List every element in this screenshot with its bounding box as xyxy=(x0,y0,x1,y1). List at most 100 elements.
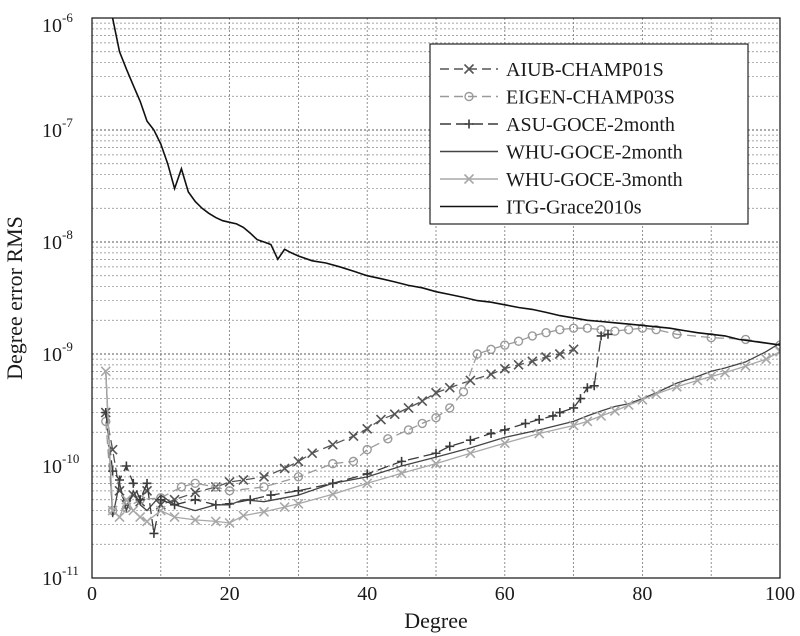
legend-label: EIGEN-CHAMP03S xyxy=(506,87,675,109)
legend-entry: WHU-GOCE-2month xyxy=(440,142,683,164)
y-tick-exponent: -9 xyxy=(62,339,73,354)
data-point-x xyxy=(293,498,304,509)
data-point-x xyxy=(761,354,772,365)
x-tick-label: 20 xyxy=(220,583,240,605)
data-point-circle xyxy=(417,418,427,429)
data-point-x xyxy=(169,511,180,523)
legend-entry: ITG-Grace2010s xyxy=(440,197,642,219)
data-point-plus xyxy=(445,441,455,451)
data-point-plus xyxy=(575,394,585,404)
y-axis-title: Degree error RMS xyxy=(2,216,27,380)
data-point-circle xyxy=(472,349,482,359)
data-point-plus xyxy=(431,448,441,458)
data-point-x xyxy=(465,375,476,386)
data-point-circle xyxy=(211,482,221,492)
x-axis-title: Degree xyxy=(404,608,468,633)
data-point-x xyxy=(389,409,400,420)
data-point-plus xyxy=(101,408,111,418)
legend-entry: AIUB-CHAMP01S xyxy=(440,59,664,81)
data-point-x xyxy=(417,395,428,407)
data-point-circle xyxy=(513,336,524,346)
data-point-plus xyxy=(156,495,166,505)
data-point-x xyxy=(141,516,153,527)
x-tick-label: 80 xyxy=(632,583,652,605)
data-point-plus xyxy=(121,461,131,471)
data-point-plus xyxy=(596,331,606,341)
legend: AIUB-CHAMP01S EIGEN-CHAMP03S ASU-GOCE-2mon… xyxy=(429,43,749,225)
data-point-x xyxy=(651,388,662,399)
data-point-x xyxy=(190,514,201,525)
data-point-circle xyxy=(431,412,441,423)
data-point-circle xyxy=(259,482,269,492)
data-point-circle xyxy=(672,329,682,339)
data-point-x xyxy=(348,431,359,442)
data-point-plus xyxy=(149,528,159,538)
series-line xyxy=(105,342,780,518)
series-itg-grace2010s xyxy=(111,18,780,346)
data-point-circle xyxy=(224,486,235,496)
data-point-circle xyxy=(293,472,304,482)
legend-entry: WHU-GOCE-3month xyxy=(440,169,683,191)
data-point-circle xyxy=(464,91,474,102)
x-tick-label: 100 xyxy=(765,583,795,605)
data-point-x xyxy=(135,511,146,523)
data-point-x xyxy=(279,501,290,513)
data-point-x xyxy=(362,478,373,489)
data-point-plus xyxy=(397,456,407,466)
data-point-circle xyxy=(541,327,551,338)
data-point-x xyxy=(582,416,593,427)
data-point-circle xyxy=(348,456,359,467)
data-point-plus xyxy=(500,425,510,435)
data-point-x xyxy=(141,485,153,496)
data-point-plus xyxy=(569,403,579,413)
data-point-plus xyxy=(534,415,544,425)
data-point-x xyxy=(609,405,620,417)
data-point-x xyxy=(430,458,442,469)
data-point-x xyxy=(568,344,579,355)
data-point-x xyxy=(637,394,648,405)
y-tick-exponent: -6 xyxy=(62,10,73,25)
y-tick-label: 10 -11 xyxy=(42,563,79,590)
data-point-x xyxy=(210,516,221,527)
series-line xyxy=(105,327,780,512)
data-point-x xyxy=(327,439,338,450)
y-tick-exponent: -7 xyxy=(62,115,73,130)
legend-label: WHU-GOCE-2month xyxy=(506,142,683,164)
data-point-circle xyxy=(651,324,661,335)
data-point-x xyxy=(238,510,249,521)
data-point-x xyxy=(465,448,476,459)
data-point-x xyxy=(596,410,607,421)
x-tick-labels: 0 20 40 60 80 100 xyxy=(87,583,795,605)
data-point-plus xyxy=(293,486,303,496)
data-point-x xyxy=(155,505,166,516)
legend-box xyxy=(429,43,749,225)
data-point-x xyxy=(121,494,132,505)
series-line xyxy=(111,18,780,346)
y-tick-base: 10 xyxy=(42,344,62,366)
data-point-x xyxy=(293,456,304,467)
data-point-circle xyxy=(486,344,496,355)
data-point-x xyxy=(706,371,717,382)
data-point-x xyxy=(623,399,634,411)
legend-label: AIUB-CHAMP01S xyxy=(506,59,664,81)
data-point-x xyxy=(499,438,510,449)
y-tick-base: 10 xyxy=(42,15,62,37)
data-point-plus xyxy=(115,475,125,485)
y-tick-label: 10 -10 xyxy=(42,451,79,478)
data-point-x xyxy=(100,366,111,377)
data-point-plus xyxy=(582,383,592,393)
data-point-x xyxy=(774,346,780,357)
legend-label: WHU-GOCE-3month xyxy=(506,169,683,191)
data-point-x xyxy=(692,375,703,386)
data-point-circle xyxy=(328,458,338,469)
data-point-x xyxy=(375,414,387,425)
data-point-plus xyxy=(589,381,599,391)
x-tick-label: 0 xyxy=(87,583,97,605)
data-point-x xyxy=(740,361,751,372)
data-point-circle xyxy=(500,340,510,350)
data-point-x xyxy=(327,489,338,500)
data-point-x xyxy=(190,487,201,498)
data-point-plus xyxy=(266,490,276,500)
data-point-x xyxy=(238,474,249,486)
